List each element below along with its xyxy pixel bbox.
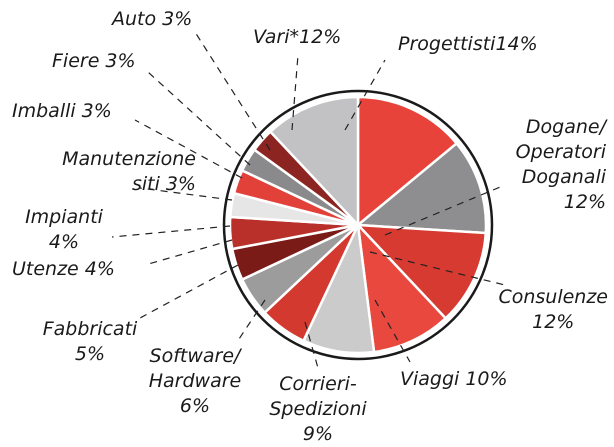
value-label: 10%: [465, 368, 508, 390]
category-name: Software/ Hardware: [148, 345, 242, 392]
pie-slice: [354, 141, 488, 235]
value-label: 12%: [563, 191, 606, 213]
category-name: Dogane/ Operatori Doganali: [515, 116, 606, 188]
leader-line: [111, 225, 231, 238]
category-name: Imballi: [12, 100, 76, 122]
leader-line: [344, 59, 386, 131]
value-label: 12%: [299, 26, 342, 48]
pie-slice: [356, 95, 459, 228]
value-label: 3%: [81, 100, 112, 122]
leader-line: [139, 264, 239, 319]
leader-line: [369, 251, 506, 286]
leader-line: [194, 31, 271, 151]
slice-label: Consulenze 12%: [498, 285, 608, 335]
value-label: 3%: [165, 173, 196, 195]
leader-line: [236, 299, 266, 343]
slice-label: Auto 3%: [112, 7, 192, 32]
slice-label: Imballi 3%: [12, 99, 112, 124]
pie-slice: [356, 221, 448, 354]
value-label: 6%: [179, 395, 211, 417]
leader-line: [139, 187, 233, 201]
slice-label: Utenze 4%: [12, 257, 115, 282]
category-name: Fabbricati: [42, 318, 138, 340]
value-label: 4%: [84, 258, 115, 280]
category-name: Viaggi: [400, 368, 460, 390]
pie-slice: [354, 223, 488, 321]
value-label: 3%: [162, 8, 193, 30]
slice-label: Fiere 3%: [52, 49, 136, 74]
category-name: Corrieri- Spedizioni: [269, 373, 367, 420]
slice-label: Software/ Hardware 6%: [149, 344, 242, 419]
category-name: Consulenze: [498, 286, 608, 308]
slice-label: Fabbricati 5%: [43, 317, 138, 367]
category-name: Utenze: [12, 258, 79, 280]
leader-line: [384, 184, 506, 236]
leader-line: [304, 321, 319, 369]
category-name: Auto: [112, 8, 157, 30]
category-name: Vari*: [253, 26, 300, 48]
value-label: 3%: [105, 50, 136, 72]
category-name: Fiere: [52, 50, 100, 72]
category-name: Progettisti: [398, 33, 496, 55]
value-label: 4%: [48, 231, 80, 253]
slice-label: Impianti 4%: [25, 205, 103, 255]
slice-label: Dogane/ Operatori Doganali 12%: [516, 115, 606, 215]
leader-line: [144, 239, 233, 266]
leader-line: [147, 71, 251, 166]
value-label: 9%: [302, 423, 334, 445]
slice-label: Viaggi 10%: [400, 367, 508, 392]
category-name: Impianti: [25, 206, 103, 228]
value-label: 5%: [74, 343, 106, 365]
slice-label: Corrieri- Spedizioni 9%: [269, 372, 366, 447]
slice-label: Manutenzione siti 3%: [62, 147, 196, 197]
value-label: 12%: [532, 311, 575, 333]
category-name: Manutenzione siti: [62, 148, 196, 195]
value-label: 14%: [495, 33, 538, 55]
slice-label: Vari*12%: [253, 25, 341, 50]
slice-label: Progettisti14%: [398, 32, 538, 57]
